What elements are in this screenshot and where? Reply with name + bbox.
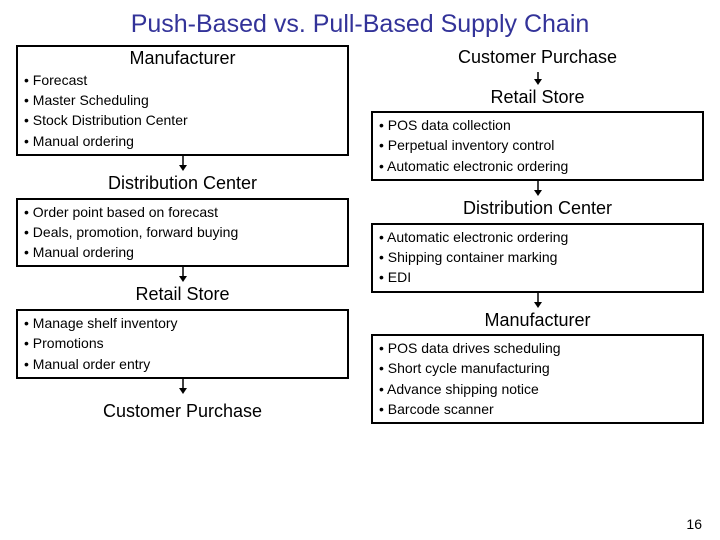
page-number: 16	[686, 516, 702, 532]
columns-container: Manufacturer Forecast Master Scheduling …	[0, 45, 720, 424]
list-item: Short cycle manufacturing	[379, 358, 696, 378]
right-start: Customer Purchase	[371, 45, 704, 72]
list-item: Master Scheduling	[24, 90, 341, 110]
left-terminal: Customer Purchase	[16, 395, 349, 422]
right-column: Customer Purchase Retail Store POS data …	[371, 45, 704, 424]
right-box3-heading: Manufacturer	[371, 309, 704, 335]
left-box2-heading: Distribution Center	[16, 172, 349, 198]
list-item: Barcode scanner	[379, 399, 696, 419]
left-box-distribution: Order point based on forecast Deals, pro…	[16, 198, 349, 268]
list-item: Manual ordering	[24, 131, 341, 151]
arrow-down-icon	[531, 293, 545, 309]
slide-title: Push-Based vs. Pull-Based Supply Chain	[0, 0, 720, 45]
left-box2-items: Order point based on forecast Deals, pro…	[24, 202, 341, 263]
left-box3-items: Manage shelf inventory Promotions Manual…	[24, 313, 341, 374]
right-box1-heading: Retail Store	[371, 86, 704, 112]
list-item: Manual ordering	[24, 242, 341, 262]
arrow-down-icon	[531, 72, 545, 86]
left-box1-items: Forecast Master Scheduling Stock Distrib…	[24, 70, 341, 151]
list-item: Promotions	[24, 333, 341, 353]
list-item: Deals, promotion, forward buying	[24, 222, 341, 242]
arrow-down-icon	[176, 156, 190, 172]
list-item: Perpetual inventory control	[379, 135, 696, 155]
right-box3-items: POS data drives scheduling Short cycle m…	[379, 338, 696, 419]
list-item: EDI	[379, 267, 696, 287]
left-box3-heading: Retail Store	[16, 283, 349, 309]
list-item: Order point based on forecast	[24, 202, 341, 222]
right-box2-heading: Distribution Center	[371, 197, 704, 223]
arrow-down-icon	[176, 379, 190, 395]
left-box-retail: Manage shelf inventory Promotions Manual…	[16, 309, 349, 379]
list-item: Automatic electronic ordering	[379, 227, 696, 247]
list-item: Manual order entry	[24, 354, 341, 374]
list-item: Shipping container marking	[379, 247, 696, 267]
list-item: POS data collection	[379, 115, 696, 135]
right-box1-items: POS data collection Perpetual inventory …	[379, 115, 696, 176]
list-item: Forecast	[24, 70, 341, 90]
list-item: Advance shipping notice	[379, 379, 696, 399]
left-box-manufacturer: Manufacturer Forecast Master Scheduling …	[16, 45, 349, 156]
arrow-down-icon	[176, 267, 190, 283]
left-column: Manufacturer Forecast Master Scheduling …	[16, 45, 349, 424]
list-item: Automatic electronic ordering	[379, 156, 696, 176]
right-box-manufacturer: POS data drives scheduling Short cycle m…	[371, 334, 704, 424]
list-item: POS data drives scheduling	[379, 338, 696, 358]
right-box2-items: Automatic electronic ordering Shipping c…	[379, 227, 696, 288]
right-box-distribution: Automatic electronic ordering Shipping c…	[371, 223, 704, 293]
arrow-down-icon	[531, 181, 545, 197]
right-box-retail: POS data collection Perpetual inventory …	[371, 111, 704, 181]
list-item: Manage shelf inventory	[24, 313, 341, 333]
list-item: Stock Distribution Center	[24, 110, 341, 130]
left-box1-heading: Manufacturer	[24, 49, 341, 69]
